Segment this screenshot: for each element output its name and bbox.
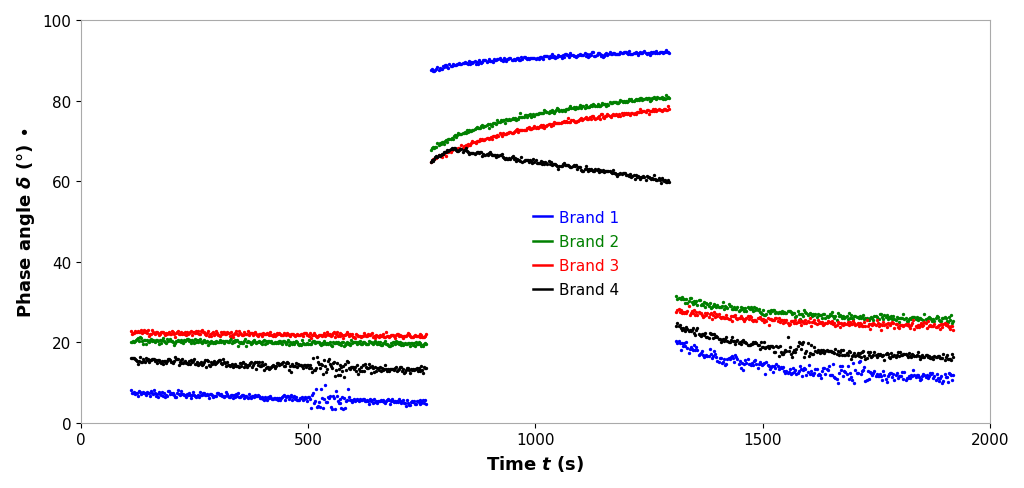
Legend: Brand 1, Brand 2, Brand 3, Brand 4: Brand 1, Brand 2, Brand 3, Brand 4: [527, 204, 626, 304]
X-axis label: Time $\bfit{t}$ (s): Time $\bfit{t}$ (s): [486, 453, 585, 473]
Y-axis label: Phase angle $\bfit{\delta}$ (°) $\bullet$: Phase angle $\bfit{\delta}$ (°) $\bullet…: [15, 127, 37, 317]
